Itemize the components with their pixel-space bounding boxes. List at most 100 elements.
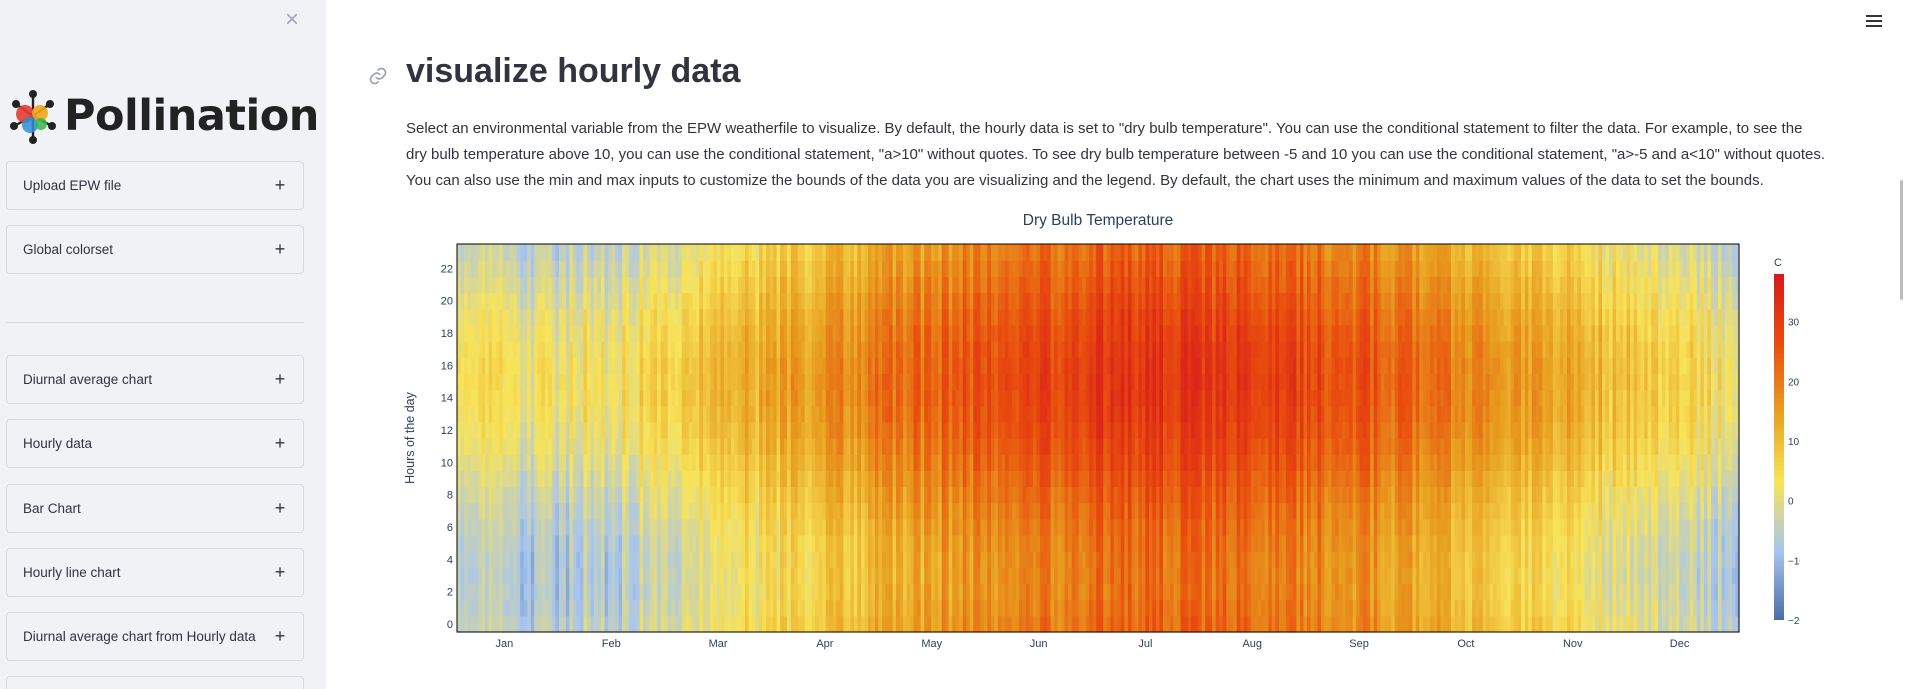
heatmap-cell (752, 421, 757, 439)
expander-upload-epw[interactable]: Upload EPW file + (6, 161, 304, 210)
heatmap-cell (695, 518, 700, 536)
heatmap-cell (948, 357, 953, 374)
heatmap-cell (1113, 341, 1118, 358)
heatmap-cell (903, 292, 908, 310)
heatmap-cell (460, 599, 465, 617)
heatmap-cell (927, 518, 932, 536)
heatmap-cell (1082, 357, 1087, 374)
heatmap-cell (1124, 551, 1129, 568)
heatmap-cell (639, 341, 644, 358)
heatmap-cell (1057, 421, 1062, 439)
heatmap-cell (864, 292, 869, 310)
heatmap-cell (657, 454, 662, 471)
heatmap-cell (896, 308, 901, 326)
heatmap-cell (502, 567, 507, 585)
heatmap-cell (1141, 276, 1147, 294)
expander-partial[interactable] (6, 676, 304, 689)
heatmap-cell (1106, 599, 1111, 617)
heatmap-cell (748, 324, 753, 342)
heatmap-cell (773, 357, 778, 374)
heatmap-cell (818, 615, 823, 633)
heatmap-cell (969, 357, 974, 374)
expander-hourly-line-chart[interactable]: Hourly line chart + (6, 548, 304, 597)
heatmap-cell (741, 421, 746, 439)
heatmap-cell (537, 292, 542, 310)
link-icon[interactable] (368, 66, 388, 86)
heatmap-cell (625, 567, 630, 585)
heatmap-cell (1155, 373, 1161, 391)
heatmap-cell (874, 551, 880, 568)
heatmap-cell (699, 454, 704, 471)
heatmap-cell (618, 518, 623, 536)
heatmap-cell (955, 341, 960, 358)
heatmap-cell (1099, 438, 1104, 455)
heatmap-cell (457, 276, 462, 294)
heatmap-cell (994, 260, 999, 277)
heatmap-cell (695, 470, 700, 488)
expander-hourly-data[interactable]: Hourly data + (6, 419, 304, 468)
heatmap-cell (516, 389, 521, 407)
heatmap-cell (1015, 421, 1020, 439)
heatmap-cell (678, 454, 683, 471)
heatmap-cell (485, 486, 490, 504)
heatmap-cell (983, 244, 988, 261)
expander-bar-chart[interactable]: Bar Chart + (6, 484, 304, 533)
heatmap-cell (513, 486, 518, 504)
heatmap-cell (667, 583, 672, 601)
heatmap-cell (1047, 583, 1052, 601)
expander-diurnal-average-chart[interactable]: Diurnal average chart + (6, 355, 304, 404)
heatmap-cell (808, 421, 813, 439)
close-sidebar-icon[interactable]: × (284, 6, 299, 33)
heatmap-cell (927, 502, 932, 520)
heatmap-cell (1134, 244, 1139, 261)
heatmap-cell (601, 551, 606, 568)
heatmap-cell (488, 438, 493, 455)
heatmap-cell (527, 357, 532, 374)
heatmap-cell (948, 260, 953, 277)
heatmap-cell (544, 486, 549, 504)
heatmap-cell (534, 615, 539, 633)
heatmap-cell (467, 324, 472, 342)
heatmap-cell (1001, 486, 1006, 504)
heatmap-cell (811, 389, 816, 407)
heatmap-cell (1057, 292, 1062, 310)
heatmap-cell (843, 357, 848, 374)
heatmap-cell (530, 389, 535, 407)
heatmap-cell (660, 583, 665, 601)
heatmap-cell (1004, 421, 1010, 439)
heatmap-cell (657, 373, 662, 391)
heatmap-cell (797, 405, 802, 423)
heatmap-cell (1064, 599, 1069, 617)
heatmap-cell (593, 615, 599, 633)
heatmap-cell (1092, 260, 1097, 277)
heatmap-cell (537, 567, 542, 585)
heatmap-cell (853, 551, 858, 568)
heatmap-cell (1110, 324, 1115, 342)
expander-diurnal-average-from-hourly[interactable]: Diurnal average chart from Hourly data + (6, 612, 304, 661)
heatmap-cell (1106, 486, 1111, 504)
heatmap-cell (829, 438, 834, 455)
heatmap-cell (846, 486, 851, 504)
heatmap-cell (737, 357, 743, 374)
heatmap-cell (699, 389, 704, 407)
heatmap-cell (643, 405, 648, 423)
heatmap-cell (969, 405, 974, 423)
heatmap-cell (787, 421, 792, 439)
expander-global-colorset[interactable]: Global colorset + (6, 225, 304, 274)
heatmap-cell (520, 567, 525, 585)
heatmap-cell (759, 260, 764, 277)
heatmap-cell (927, 535, 932, 552)
heatmap-cell (727, 292, 732, 310)
heatmap-cell (643, 438, 648, 455)
heatmap-cell (481, 486, 486, 504)
heatmap-cell (759, 292, 764, 310)
heatmap-cell (917, 341, 922, 358)
heatmap-cell (1085, 583, 1090, 601)
heatmap-cell (1134, 438, 1139, 455)
main-menu-icon[interactable] (1862, 12, 1886, 32)
heatmap-cell (586, 373, 592, 391)
heatmap-cell (565, 470, 570, 488)
heatmap-cell (723, 244, 729, 261)
heatmap-cell (997, 260, 1003, 277)
